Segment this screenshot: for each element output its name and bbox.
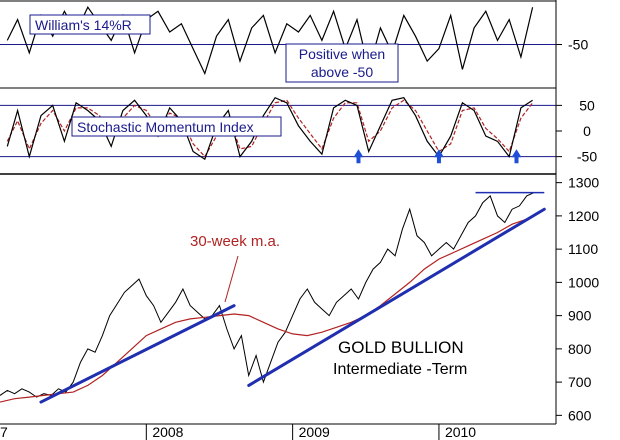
price-tick-label: 600 [568, 407, 592, 423]
stochastic-y-axis: 50 0 -50 [556, 97, 597, 165]
moving-average-annotation: 30-week m.a. [190, 233, 280, 250]
x-tick-label: 2008 [152, 424, 183, 440]
x-tick-label: 2009 [299, 424, 330, 440]
moving-average-line [0, 215, 535, 403]
stochastic-signal-line [6, 99, 534, 158]
stochastic-tick-label: 0 [583, 123, 591, 139]
uptrend-line [247, 207, 546, 387]
williams-note-line-1: Positive when [299, 46, 385, 62]
williams-note-box: Positive when above -50 [285, 43, 399, 83]
x-edge-label: 7 [0, 424, 8, 440]
williams-label: William's 14%R [35, 17, 132, 33]
chart-subtitle: Intermediate -Term [333, 361, 467, 378]
price-x-axis: 2008 2009 2010 7 [0, 424, 476, 440]
williams-note-line-2: above -50 [311, 64, 373, 80]
williams-label-box: William's 14%R [29, 14, 151, 35]
uptrend-line [39, 304, 236, 404]
x-tick-label: 2010 [445, 424, 476, 440]
stochastic-label-box: Stochastic Momentum Index [71, 116, 282, 137]
price-tick-label: 1300 [568, 175, 599, 191]
up-arrow-icon [511, 149, 522, 164]
price-tick-label: 1100 [568, 241, 598, 257]
stochastic-reference-lines [0, 104, 556, 158]
williams-tick-label: -50 [568, 37, 588, 53]
stochastic-momentum-line [6, 96, 533, 161]
stochastic-label: Stochastic Momentum Index [77, 119, 254, 135]
buy-signal-arrows [353, 149, 522, 164]
panel-frames [0, 0, 557, 425]
price-tick-label: 900 [568, 308, 592, 324]
chart-title: GOLD BULLION [338, 338, 464, 357]
moving-average-pointer [224, 255, 239, 303]
price-tick-label: 700 [568, 374, 592, 390]
price-y-axis: 1300 1200 1100 1000 900 800 700 600 [556, 175, 599, 423]
up-arrow-icon [433, 149, 444, 164]
price-tick-label: 1000 [568, 274, 599, 290]
price-tick-label: 800 [568, 341, 592, 357]
up-arrow-icon [353, 149, 364, 164]
stochastic-tick-label: -50 [577, 149, 597, 165]
gold-price-line [0, 192, 535, 398]
stochastic-tick-label: 50 [579, 97, 595, 113]
price-tick-label: 1200 [568, 208, 599, 224]
williams-y-axis: -50 [556, 37, 588, 53]
trendlines [39, 207, 546, 404]
